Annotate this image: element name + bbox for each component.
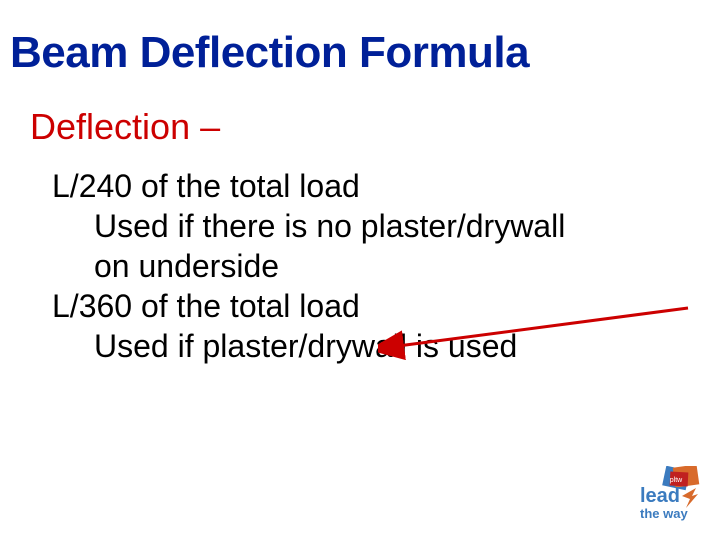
line-l240-desc1: Used if there is no plaster/drywall bbox=[94, 206, 710, 246]
logo-text-bottom: the way bbox=[640, 506, 688, 521]
body-block: L/240 of the total load Used if there is… bbox=[52, 166, 710, 366]
logo: pltw lead the way bbox=[620, 466, 700, 526]
line-l360: L/360 of the total load bbox=[52, 286, 710, 326]
line-l240: L/240 of the total load bbox=[52, 166, 710, 206]
logo-badge-text: pltw bbox=[670, 477, 683, 484]
slide-title: Beam Deflection Formula bbox=[10, 28, 710, 78]
logo-text-top: lead bbox=[640, 485, 680, 507]
logo-lightning-icon bbox=[682, 488, 698, 508]
line-l360-desc: Used if plaster/drywall is used bbox=[94, 326, 710, 366]
slide: Beam Deflection Formula Deflection – L/2… bbox=[0, 0, 720, 540]
line-l240-desc2: on underside bbox=[94, 246, 710, 286]
logo-icon: pltw lead the way bbox=[620, 466, 700, 526]
slide-subhead: Deflection – bbox=[30, 106, 710, 148]
